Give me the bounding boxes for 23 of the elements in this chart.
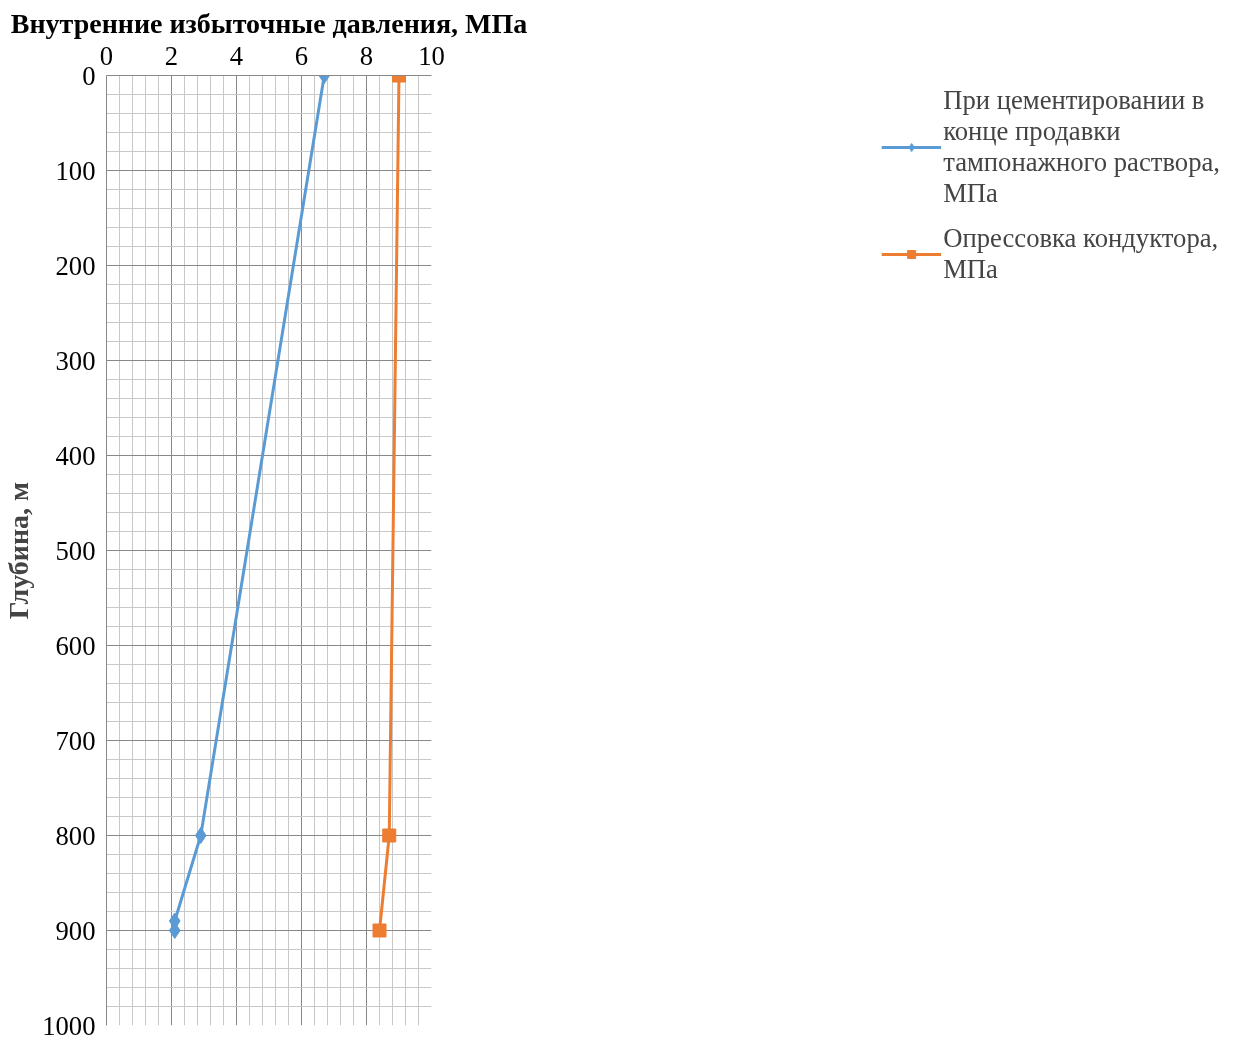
y-tick-label: 600 — [55, 630, 96, 661]
x-tick-label: 6 — [294, 40, 309, 71]
y-tick-label: 400 — [55, 440, 96, 471]
y-tick-label: 500 — [55, 535, 96, 566]
point — [372, 923, 387, 938]
y-tick-label: 900 — [55, 915, 96, 946]
y-tick-label: 1000 — [42, 1010, 96, 1041]
y-tick-label: 100 — [55, 155, 96, 186]
y-tick-label: 300 — [55, 345, 96, 376]
y-tick-label: 0 — [82, 60, 96, 91]
y-axis-title: Глубина, м — [3, 481, 35, 620]
legend-label: Опрессовка кондуктора, МПа — [943, 223, 1219, 285]
point — [382, 828, 397, 843]
legend-label: При цементировании в конце продавки тампонажного раствора, МПа — [943, 85, 1220, 209]
x-tick-label: 2 — [164, 40, 179, 71]
x-tick-label: 4 — [229, 40, 244, 71]
x-tick-label: 10 — [418, 40, 445, 71]
y-tick-label: 200 — [55, 250, 96, 281]
chart-title: Внутренние избыточные давления, МПа — [10, 7, 528, 39]
y-tick-label: 800 — [55, 820, 96, 851]
x-tick-label: 8 — [359, 40, 374, 71]
y-tick-label: 700 — [55, 725, 96, 756]
point — [194, 827, 207, 844]
